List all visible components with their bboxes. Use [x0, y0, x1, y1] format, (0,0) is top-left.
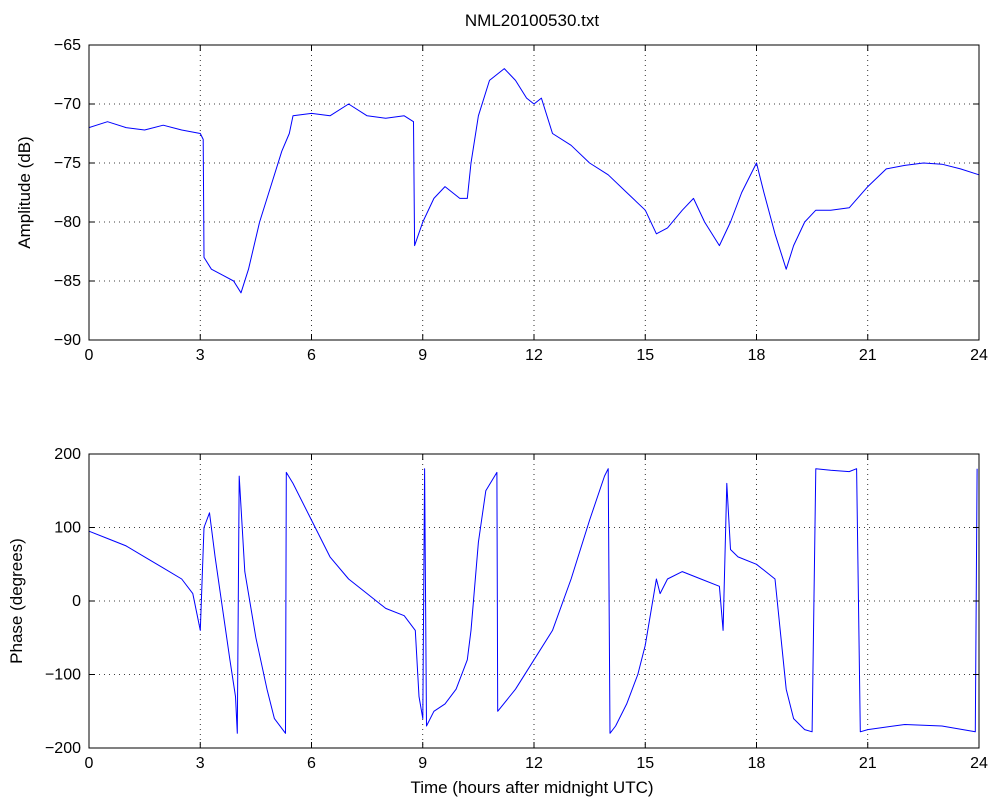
amplitude-panel: 0 3 6 9 12 15 18 21 24 −90 −85 −80 −75 −70 −65 Amplitud…: [15, 37, 988, 364]
amplitude-xtick-label: 18: [748, 347, 766, 364]
phase-xtick-label: 0: [85, 755, 94, 772]
phase-ytick-label: 200: [54, 446, 81, 463]
amplitude-ytick-label: −90: [54, 332, 81, 349]
phase-xtick-label: 9: [418, 755, 427, 772]
amplitude-series-line: [88, 68, 980, 294]
phase-ylabel: Phase (degrees): [7, 538, 26, 664]
amplitude-xtick-label: 0: [85, 347, 94, 364]
phase-xtick-label: 24: [970, 755, 988, 772]
amplitude-ytick-label: −70: [54, 96, 81, 113]
phase-xtick-label: 6: [307, 755, 316, 772]
phase-xlabel: Time (hours after midnight UTC): [410, 778, 653, 797]
phase-xtick-label: 3: [196, 755, 205, 772]
phase-ytick-label: 100: [54, 520, 81, 537]
phase-ytick-label: −100: [45, 667, 81, 684]
amplitude-xtick-label: 9: [418, 347, 427, 364]
phase-xtick-label: 15: [636, 755, 654, 772]
amplitude-ylabel: Amplitude (dB): [15, 136, 34, 248]
phase-xtick-label: 21: [859, 755, 877, 772]
amplitude-ytick-label: −75: [54, 155, 81, 172]
amplitude-xtick-label: 6: [307, 347, 316, 364]
phase-series-line: [88, 468, 978, 734]
figure-title: NML20100530.txt: [465, 11, 599, 30]
amplitude-xtick-label: 24: [970, 347, 988, 364]
phase-ytick-label: 0: [72, 593, 81, 610]
phase-xtick-label: 18: [748, 755, 766, 772]
phase-panel: 0 3 6 9 12 15 18 21 24 −200 −100 0 100 200 Phase (degr…: [7, 446, 988, 797]
phase-ytick-label: −200: [45, 740, 81, 757]
amplitude-xtick-label: 12: [525, 347, 543, 364]
amplitude-xtick-label: 21: [859, 347, 877, 364]
amplitude-xtick-label: 3: [196, 347, 205, 364]
amplitude-ytick-label: −80: [54, 214, 81, 231]
phase-xtick-label: 12: [525, 755, 543, 772]
amplitude-ytick-label: −85: [54, 273, 81, 290]
amplitude-xtick-label: 15: [636, 347, 654, 364]
amplitude-ytick-label: −65: [54, 37, 81, 54]
